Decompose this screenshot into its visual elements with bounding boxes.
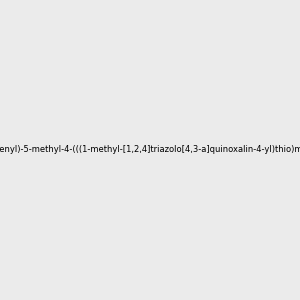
Text: 2-(4-Ethoxyphenyl)-5-methyl-4-(((1-methyl-[1,2,4]triazolo[4,3-a]quinoxalin-4-yl): 2-(4-Ethoxyphenyl)-5-methyl-4-(((1-methy… [0, 146, 300, 154]
